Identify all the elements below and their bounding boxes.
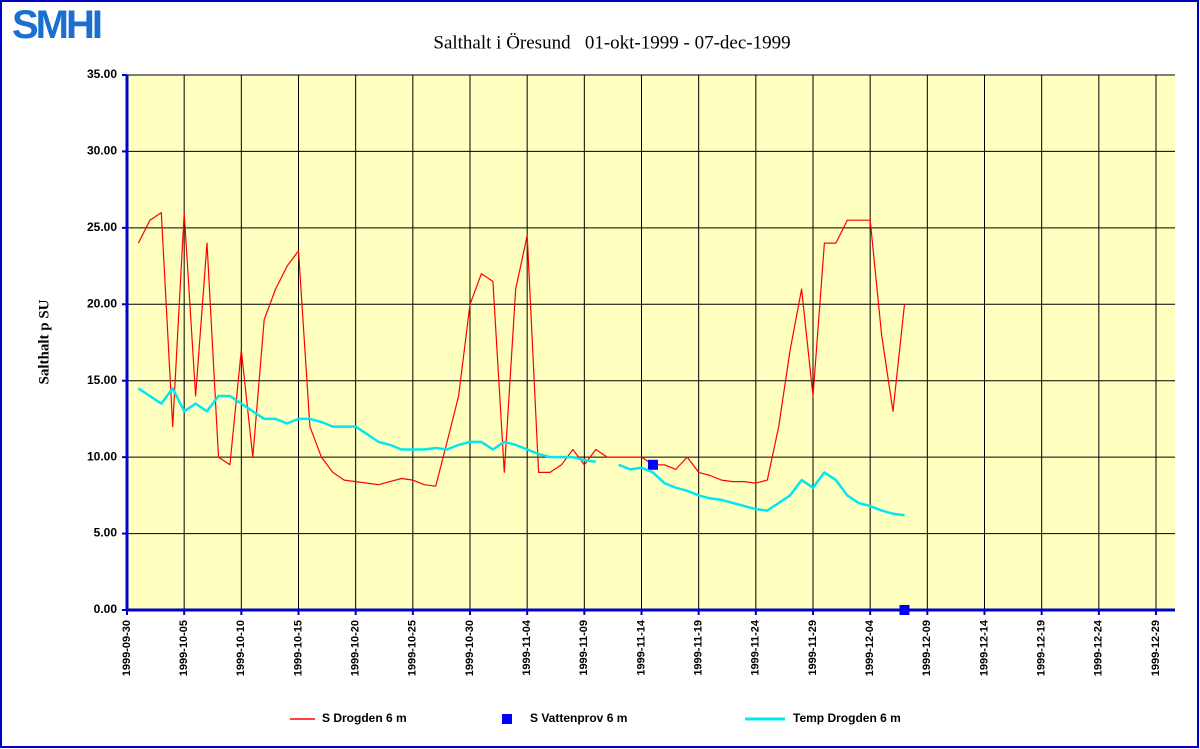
y-tick-label: 10.00 [87,449,117,463]
y-axis-label: Salthalt p SU [36,299,52,384]
x-tick-label: 1999-10-25 [407,620,419,676]
logo: SMHI [12,3,101,47]
marker [899,605,910,615]
x-tick-label: 1999-12-04 [864,619,876,676]
series-line [137,212,906,487]
y-tick-label: 30.00 [87,144,117,158]
x-tick-label: 1999-10-15 [292,620,304,676]
x-tick-label: 1999-09-30 [121,620,133,676]
x-tick-label: 1999-12-19 [1036,620,1048,676]
x-tick-label: 1999-10-20 [350,620,362,676]
x-tick-label: 1999-11-04 [521,619,533,676]
legend-label: Temp Drogden 6 m [793,711,901,725]
x-tick-label: 1999-12-09 [921,620,933,676]
y-tick-label: 35.00 [87,67,117,81]
legend-label: S Drogden 6 m [322,711,407,725]
x-tick-label: 1999-11-29 [807,620,819,676]
x-tick-label: 1999-11-14 [635,619,647,676]
series-line [137,387,905,517]
y-tick-label: 25.00 [87,220,117,234]
x-tick-label: 1999-11-09 [578,620,590,676]
x-tick-label: 1999-12-24 [1093,619,1105,676]
x-tick-label: 1999-10-05 [178,620,190,676]
legend-swatch [502,714,512,724]
plot-area [127,75,1175,610]
y-tick-label: 0.00 [94,602,118,616]
y-tick-label: 5.00 [94,526,118,540]
chart-title: Salthalt i Öresund 01-okt-1999 - 07-dec-… [433,32,790,53]
x-tick-label: 1999-10-30 [464,620,476,676]
y-tick-label: 15.00 [87,373,117,387]
x-tick-label: 1999-11-24 [750,619,762,676]
x-tick-label: 1999-11-19 [693,620,705,676]
x-tick-label: 1999-10-10 [235,620,247,676]
x-tick-label: 1999-12-29 [1150,620,1162,676]
y-tick-label: 20.00 [87,296,117,310]
x-tick-label: 1999-12-14 [978,619,990,676]
marker [647,459,658,470]
legend-label: S Vattenprov 6 m [530,711,627,725]
